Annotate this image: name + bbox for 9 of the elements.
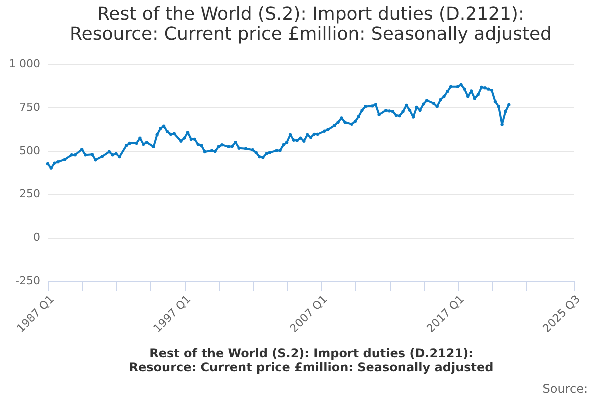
y-tick-label: 1 000 <box>9 58 40 70</box>
y-tick-label: 250 <box>20 188 40 201</box>
x-axis-title: Rest of the World (S.2): Import duties (D.2121): Resource: Current price £million: Seasonally adjusted <box>129 346 494 375</box>
source-note: Source: <box>542 382 588 396</box>
y-tick-label: 750 <box>20 100 40 114</box>
chart-title: Rest of the World (S.2): Import duties (D.2121): Resource: Current price £million: Seasonally adjusted <box>70 4 552 45</box>
y-tick-label: 500 <box>20 144 40 158</box>
y-tick-label: 0 <box>34 231 40 244</box>
y-tick-label: -250 <box>16 274 40 288</box>
